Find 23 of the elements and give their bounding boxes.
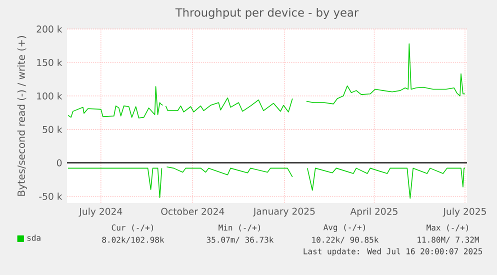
text: 11.80M/ 7.32M (418, 236, 479, 244)
text: Cur (-/+) (112, 224, 154, 232)
text: Max (-/+) (426, 224, 468, 232)
x-tick-label: July 2025 (442, 208, 486, 217)
y-tick-label: 50 k (42, 126, 62, 133)
text: Last update: Wed Jul 16 20:00:07 2025 (304, 248, 482, 256)
x-tick-label: October 2024 (161, 208, 224, 215)
y-tick-label: 200 k (36, 25, 62, 33)
text: 35.07m/ 36.73k (206, 236, 274, 244)
text: 8.02k/102.98k (102, 236, 164, 244)
x-tick-label: July 2024 (78, 208, 122, 217)
y-axis-title: Bytes/second read (-) / write (+) (17, 36, 27, 196)
text: Min (-/+) (218, 224, 260, 232)
y-tick-label: 150 k (37, 58, 62, 66)
text: 10.22k/ 90.85k (312, 236, 379, 244)
text: Avg (-/+) (323, 224, 366, 232)
legend-label: sda (27, 234, 40, 241)
y-tick-label: 100 k (37, 92, 62, 100)
chart-title: Throughput per device - by year (175, 8, 359, 19)
y-tick-label: -50 k (39, 192, 62, 200)
x-tick-label: January 2025 (252, 208, 315, 217)
y-tick-label: 0 (56, 159, 62, 166)
x-tick-label: April 2025 (350, 208, 398, 217)
